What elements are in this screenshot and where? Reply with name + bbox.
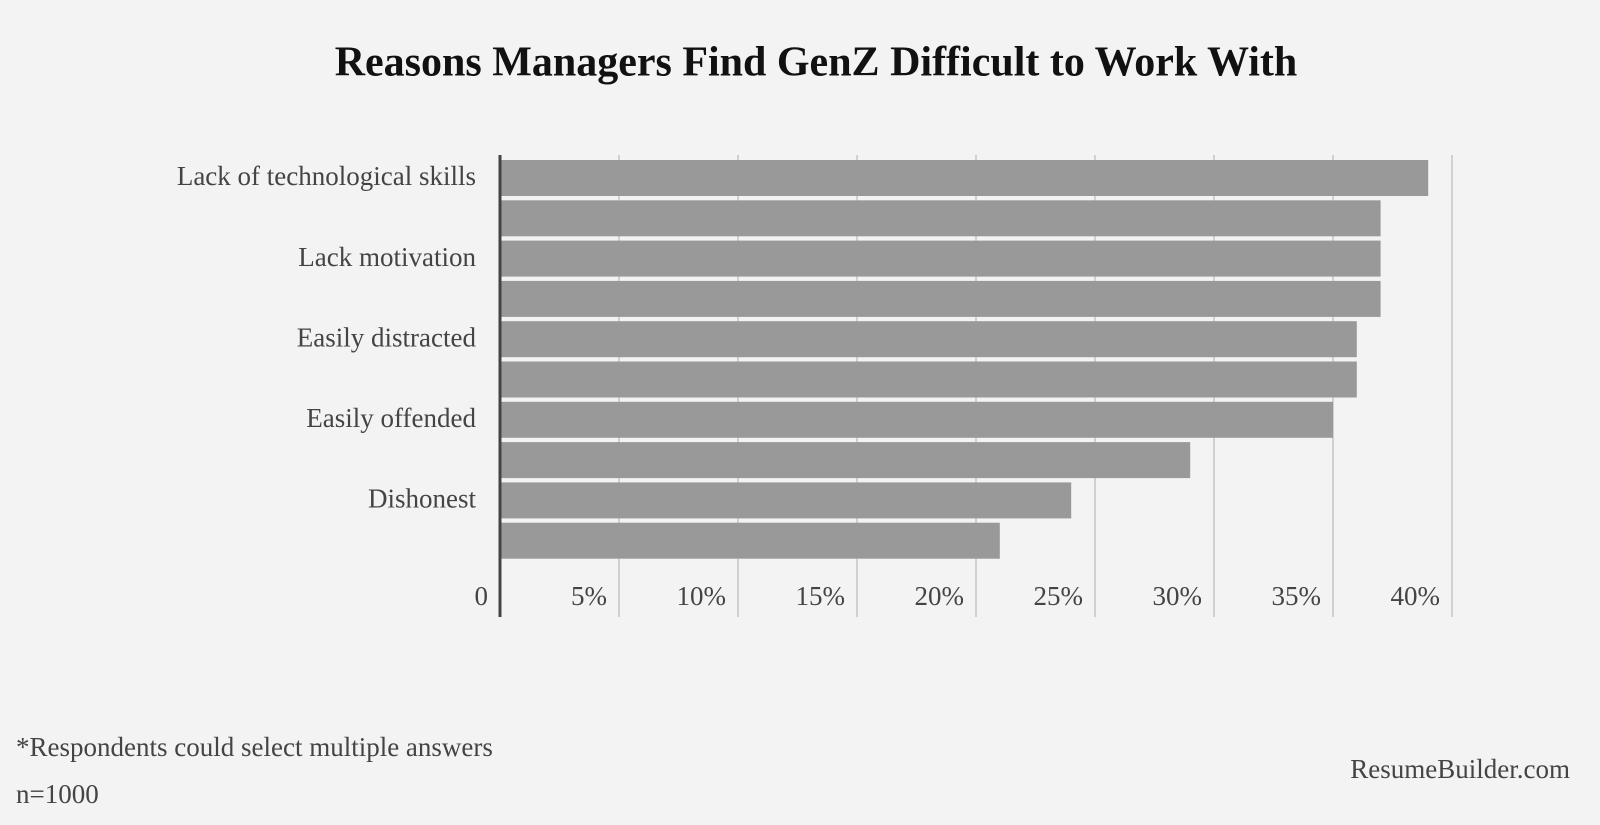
footnote: n=1000 — [16, 779, 99, 809]
x-tick-label: 5% — [571, 581, 607, 611]
bar — [500, 401, 1333, 438]
x-tick-label: 25% — [1034, 581, 1084, 611]
footnote: *Respondents could select multiple answe… — [16, 732, 493, 762]
chart-title: Reasons Managers Find GenZ Difficult to … — [335, 40, 1298, 86]
y-tick-label: Dishonest — [368, 484, 476, 514]
source: ResumeBuilder.com — [1350, 754, 1570, 784]
x-tick-label: 10% — [677, 581, 727, 611]
bar — [500, 160, 1429, 196]
x-tick-label: 40% — [1391, 581, 1441, 611]
x-tick-label: 15% — [796, 581, 846, 611]
x-tick-label: 20% — [915, 581, 965, 611]
bar — [500, 321, 1357, 358]
bar — [500, 442, 1191, 479]
bar — [500, 522, 1000, 559]
x-tick-label: 30% — [1153, 581, 1203, 611]
bar — [500, 280, 1381, 317]
y-tick-label: Easily offended — [306, 403, 476, 433]
bar — [500, 240, 1381, 277]
y-tick-label: Easily distracted — [297, 322, 477, 352]
x-tick-label: 35% — [1272, 581, 1322, 611]
bar — [500, 361, 1357, 398]
x-tick-label: 0 — [475, 581, 489, 611]
bar — [500, 482, 1072, 519]
y-tick-label: Lack of technological skills — [177, 161, 476, 191]
bar — [500, 200, 1381, 237]
y-tick-label: Lack motivation — [298, 242, 476, 272]
